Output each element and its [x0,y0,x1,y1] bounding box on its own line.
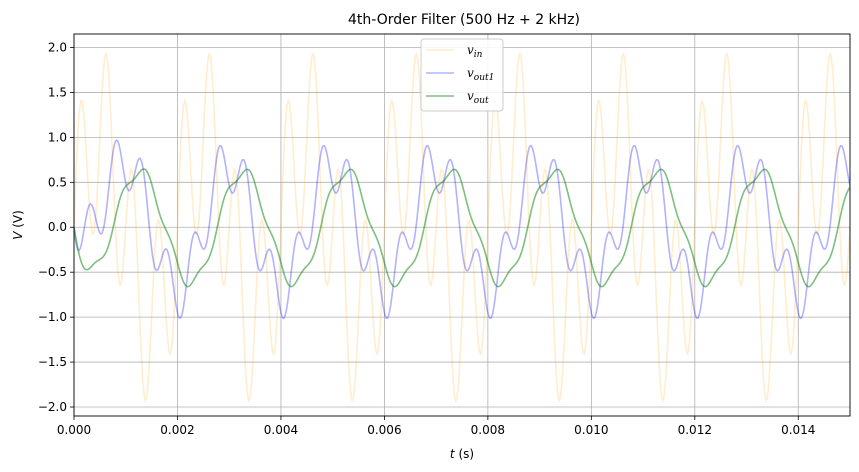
series-line-v-out1 [74,139,850,320]
y-tick-label: 1.5 [48,85,67,99]
legend-frame [420,38,504,112]
legend-label-v-out: vout [467,89,489,106]
y-axis-title: V (V) [11,210,25,240]
legend-label-v-in: vin [467,43,483,60]
y-axis-unit: (V) [11,210,25,231]
x-tick-label: 0.006 [367,423,401,437]
x-tick-label: 0.004 [264,423,298,437]
ticks: 0.000 0.002 0.004 0.006 0.008 0.010 0.012 0.014… [38,40,816,437]
y-tick-label: 1.0 [48,130,67,144]
x-tick-label: 0.010 [574,423,608,437]
y-tick-label: −1.0 [38,310,67,324]
series-line-v-in [74,51,850,403]
legend: vin vout1 vout [420,38,504,112]
y-tick-label: 0.0 [48,220,67,234]
y-tick-label: −0.5 [38,265,67,279]
x-tick-label: 0.012 [678,423,712,437]
y-tick-label: 0.5 [48,175,67,189]
y-tick-label: −2.0 [38,400,67,414]
series-group [74,51,850,403]
chart-title: 4th-Order Filter (500 Hz + 2 kHz) [348,12,580,28]
x-axis-variable: t [450,447,456,461]
x-tick-label: 0.014 [781,423,815,437]
x-tick-label: 0.000 [57,423,91,437]
x-tick-label: 0.008 [471,423,505,437]
y-tick-label: 2.0 [48,40,67,54]
y-axis-variable: V [11,231,25,240]
legend-label-v-out1: vout1 [467,66,494,83]
y-tick-label: −1.5 [38,355,67,369]
series-line-v-out [74,168,850,288]
x-tick-label: 0.002 [160,423,194,437]
x-axis-title: t (s) [450,447,474,461]
plot-frame [73,33,851,417]
x-axis-unit: (s) [455,447,474,461]
